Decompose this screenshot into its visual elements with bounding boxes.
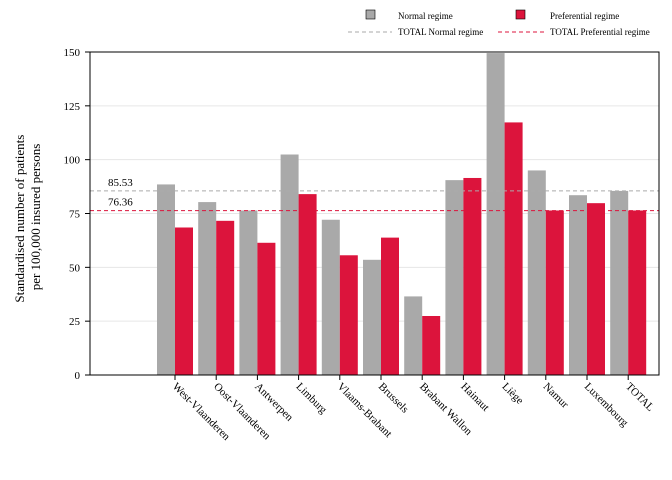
x-category-label: Liège — [499, 381, 525, 407]
x-category-label: Brussels — [376, 381, 411, 416]
x-category-label: Hainaut — [458, 381, 491, 414]
y-tick-label: 50 — [69, 262, 81, 274]
bar-normal — [527, 170, 546, 375]
y-axis-title: Standardised number of patients per 100,… — [12, 131, 43, 302]
bar-normal — [280, 154, 299, 375]
y-tick-label: 0 — [75, 370, 81, 382]
bar-preferential — [298, 194, 317, 375]
y-tick-label: 25 — [69, 316, 81, 328]
bar-preferential — [422, 315, 441, 375]
x-category-label: Namur — [541, 381, 571, 411]
y-tick-label: 150 — [64, 47, 81, 59]
bar-preferential — [463, 177, 482, 375]
reference-lines: 85.53 76.36 — [90, 177, 659, 212]
bar-preferential — [257, 242, 276, 375]
y-tick-label: 75 — [69, 209, 81, 221]
bar-preferential — [216, 220, 235, 375]
x-category-label: Antwerpen — [252, 381, 295, 424]
legend-label-preferential: Preferential regime — [550, 11, 619, 21]
legend-label-total-preferential: TOTAL Preferential regime — [550, 27, 650, 37]
bar-normal — [610, 190, 629, 375]
legend-label-total-normal: TOTAL Normal regime — [398, 27, 483, 37]
bar-normal — [157, 184, 175, 375]
bar-normal — [239, 210, 258, 375]
bar-preferential — [504, 122, 523, 375]
x-category-label: Limburg — [293, 381, 329, 417]
y-axis-title-line-2: per 100,000 insured persons — [28, 144, 43, 291]
reference-label-total-normal: 85.53 — [108, 177, 133, 189]
bar-normal — [404, 296, 423, 375]
bar-preferential — [587, 203, 605, 375]
bar-normal — [445, 180, 464, 375]
x-axis: West-VlaanderenOost-VlaanderenAntwerpenL… — [170, 375, 656, 443]
reference-label-total-preferential: 76.36 — [108, 197, 133, 209]
legend-swatch-normal — [365, 9, 376, 20]
y-axis: 0 25 50 75 100 125 150 — [64, 47, 90, 382]
bar-normal — [486, 53, 505, 376]
bar-normal — [321, 219, 340, 375]
x-category-label: TOTAL — [623, 381, 656, 414]
y-tick-label: 100 — [64, 155, 81, 167]
legend-swatch-preferential — [515, 9, 526, 20]
bar-normal — [363, 259, 381, 375]
legend-label-normal: Normal regime — [398, 11, 453, 21]
bar-preferential — [545, 210, 564, 375]
y-axis-title-line-1: Standardised number of patients — [12, 135, 27, 303]
bar-preferential — [339, 255, 358, 375]
bar-preferential — [175, 227, 193, 375]
legend: Normal regime Preferential regime TOTAL … — [348, 9, 650, 37]
bar-normal — [569, 195, 587, 375]
y-tick-label: 125 — [64, 101, 81, 113]
bar-preferential — [628, 210, 647, 375]
bar-preferential — [381, 237, 399, 375]
bars — [157, 53, 647, 376]
bar-normal — [198, 202, 217, 375]
